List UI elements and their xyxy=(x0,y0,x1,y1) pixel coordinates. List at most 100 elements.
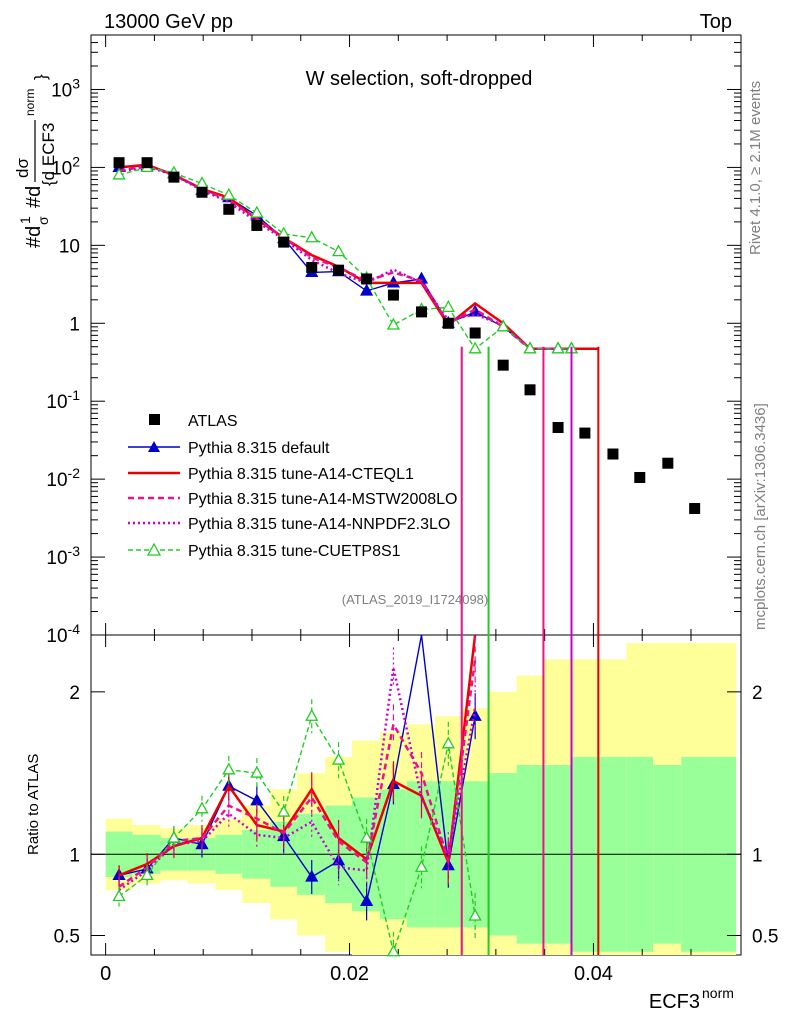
atlas-data-point xyxy=(469,327,481,339)
series-line-1 xyxy=(118,163,599,351)
atlas-data-point xyxy=(634,471,646,483)
x-axis-label: ECF3 xyxy=(649,991,700,1013)
x-axis-label-sup: norm xyxy=(702,985,734,1001)
x-tick-label: 0.04 xyxy=(574,963,613,985)
series-marker-4 xyxy=(441,300,455,313)
legend-cteql1-label: Pythia 8.315 tune-A14-CTEQL1 xyxy=(188,466,414,483)
series-marker-4 xyxy=(551,341,565,354)
legend-mstw-label: Pythia 8.315 tune-A14-MSTW2008LO xyxy=(188,491,457,508)
legend-nnpdf-label: Pythia 8.315 tune-A14-NNPDF2.3LO xyxy=(188,516,450,533)
ratio-marker-4 xyxy=(277,804,291,817)
legend-atlas-label: ATLAS xyxy=(188,413,238,430)
ratio-tick-label: 0.5 xyxy=(54,927,80,948)
legend-cuetp-label: Pythia 8.315 tune-CUETP8S1 xyxy=(188,543,401,560)
y-axis-label: #d 1 σ #d dσ {d ECF3 norm } xyxy=(13,74,58,248)
y-tick-label: 10-4 xyxy=(46,621,80,647)
series-marker-4 xyxy=(222,187,236,200)
ratio-tick-label: 2 xyxy=(69,683,80,704)
legend-default-label: Pythia 8.315 default xyxy=(188,440,330,457)
svg-text:1: 1 xyxy=(17,216,33,224)
svg-text:dσ: dσ xyxy=(13,158,32,178)
ratio-marker-4 xyxy=(222,762,236,775)
ratio-marker-4 xyxy=(250,765,264,778)
atlas-data-point xyxy=(113,157,125,169)
x-tick-label: 0.02 xyxy=(330,963,369,985)
y-tick-label: 10-2 xyxy=(46,465,80,491)
atlas-data-point xyxy=(552,421,564,433)
ratio-marker-4 xyxy=(441,736,455,749)
atlas-data-point xyxy=(141,157,153,169)
ratio-marker-4 xyxy=(140,868,154,881)
ratio-marker-4 xyxy=(167,830,181,843)
x-tick-label: 0 xyxy=(100,963,111,985)
atlas-data-point xyxy=(579,427,591,439)
atlas-data-point xyxy=(251,219,263,231)
atlas-data-point xyxy=(333,264,345,276)
legend: ATLAS Pythia 8.315 default Pythia 8.315 … xyxy=(128,413,457,560)
ratio-y-label: Ratio to ATLAS xyxy=(25,754,42,855)
svg-text:norm: norm xyxy=(23,89,37,116)
rivet-version-label: Rivet 4.1.0, ≥ 2.1M events xyxy=(747,81,764,255)
chart-title: W selection, soft-dropped xyxy=(306,68,533,90)
ratio-marker-4 xyxy=(195,801,209,814)
series-marker-4 xyxy=(386,317,401,330)
ratio-marker-4 xyxy=(112,889,126,902)
atlas-data-point xyxy=(361,273,373,285)
ratio-marker-4 xyxy=(414,859,429,872)
series-marker-4 xyxy=(250,205,264,218)
analysis-tag: (ATLAS_2019_I1724098) xyxy=(342,592,488,607)
series-marker-4 xyxy=(112,167,126,180)
series-marker-4 xyxy=(468,341,482,354)
ratio-line-3 xyxy=(118,667,477,892)
ratio-marker-0 xyxy=(360,894,374,907)
ratio-marker-4 xyxy=(305,708,319,721)
atlas-data-point xyxy=(278,236,290,248)
atlas-data-point xyxy=(607,448,619,460)
legend-default-marker xyxy=(148,441,160,452)
svg-text:#d: #d xyxy=(23,186,45,208)
atlas-data-point xyxy=(524,384,536,396)
y-tick-label: 10-3 xyxy=(46,543,80,569)
atlas-data xyxy=(113,157,701,514)
y-tick-label: 10-1 xyxy=(46,387,80,413)
series-marker-0 xyxy=(360,283,374,296)
atlas-data-point xyxy=(223,203,235,215)
ratio-line-0 xyxy=(118,634,476,904)
svg-text:{d ECF3: {d ECF3 xyxy=(39,123,58,186)
mcplots-label: mcplots.cern.ch [arXiv:1306.3436] xyxy=(752,403,769,630)
atlas-data-point xyxy=(662,457,674,469)
svg-text:σ: σ xyxy=(35,216,51,225)
atlas-data-point xyxy=(497,359,509,371)
ratio-uncertainty-bands xyxy=(91,643,741,955)
atlas-data-point xyxy=(442,317,454,329)
series-marker-4 xyxy=(523,341,537,354)
y-tick-label: 10 xyxy=(59,236,80,257)
ratio-marker-4 xyxy=(331,752,346,765)
legend-cuetp-marker xyxy=(146,542,162,556)
atlas-data-point xyxy=(196,186,208,198)
svg-text:}: } xyxy=(31,74,50,80)
svg-text:#d: #d xyxy=(23,226,45,248)
y-tick-label: 1 xyxy=(69,314,80,335)
atlas-data-point xyxy=(689,502,701,514)
atlas-data-point xyxy=(168,171,180,183)
legend-atlas-marker xyxy=(149,414,160,425)
series-marker-4 xyxy=(277,226,291,239)
ratio-marker-0 xyxy=(250,793,264,806)
beam-label: 13000 GeV pp xyxy=(104,11,233,33)
ratio-marker-0 xyxy=(305,869,319,882)
series-marker-4 xyxy=(305,230,319,243)
ratio-marker-4 xyxy=(386,944,401,957)
series-marker-4 xyxy=(331,244,346,257)
ratio-tick-label-right: 2 xyxy=(752,683,763,704)
ratio-tick-label: 1 xyxy=(69,845,80,866)
series-marker-4 xyxy=(496,319,510,332)
ratio-tick-label-right: 0.5 xyxy=(752,927,778,948)
atlas-data-point xyxy=(415,306,427,318)
ratio-line-2 xyxy=(118,659,477,888)
atlas-data-point xyxy=(306,261,318,273)
y-tick-label: 103 xyxy=(51,75,80,101)
ratio-tick-label-right: 1 xyxy=(752,845,763,866)
